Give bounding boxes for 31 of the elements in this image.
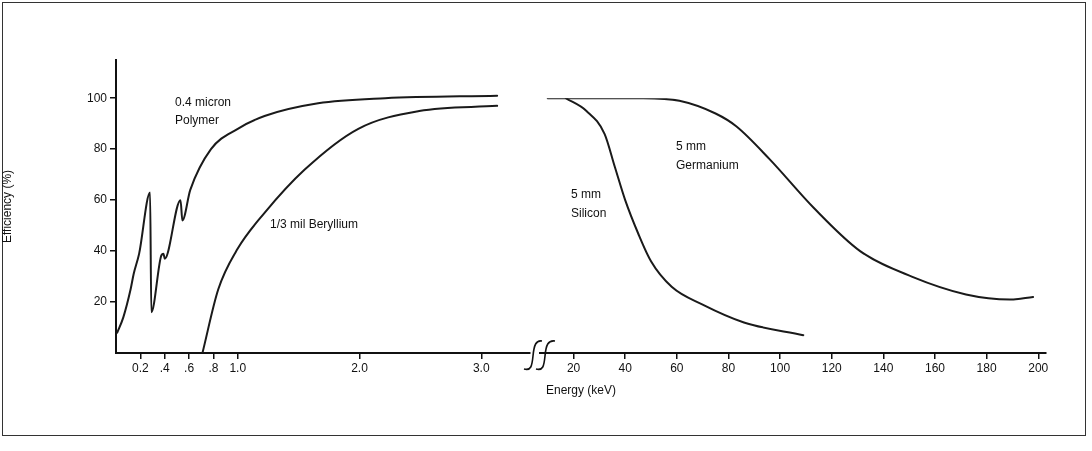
x-tick-label: 160 — [924, 360, 946, 375]
y-tick-label: 40 — [93, 243, 108, 258]
x-tick-label: 120 — [821, 360, 843, 375]
x-axis-title: Energy (keV) — [545, 383, 617, 397]
annotation: 1/3 mil Beryllium — [270, 217, 359, 232]
x-tick-label: 200 — [1028, 360, 1049, 375]
annotation: Silicon — [571, 206, 607, 221]
x-tick-label: 100 — [770, 360, 791, 375]
annotation: 5 mm — [676, 139, 706, 154]
x-tick-label: .4 — [159, 360, 171, 375]
x-tick-label: 0.2 — [132, 360, 150, 375]
y-tick-label: 80 — [93, 141, 108, 156]
x-tick-label: .6 — [184, 360, 195, 375]
x-tick-label: 140 — [873, 360, 894, 375]
annotation: 5 mm — [571, 187, 601, 202]
annotation: Germanium — [676, 158, 739, 173]
y-tick-label: 60 — [93, 192, 108, 207]
x-tick-label: 20 — [566, 360, 581, 375]
x-tick-label: 1.0 — [229, 360, 247, 375]
x-tick-label: 60 — [670, 360, 684, 375]
y-tick-label: 20 — [93, 294, 108, 309]
y-axis-title: Efficiency (%) — [0, 169, 14, 244]
y-tick-label: 100 — [86, 90, 108, 105]
x-tick-label: 2.0 — [351, 360, 369, 375]
x-tick-label: 3.0 — [472, 360, 490, 375]
annotation: 0.4 micron — [175, 95, 232, 110]
x-tick-label: 180 — [976, 360, 997, 375]
x-tick-label: .8 — [208, 360, 219, 375]
x-tick-label: 40 — [618, 360, 633, 375]
annotation: Polymer — [175, 113, 220, 128]
x-tick-label: 80 — [721, 360, 736, 375]
